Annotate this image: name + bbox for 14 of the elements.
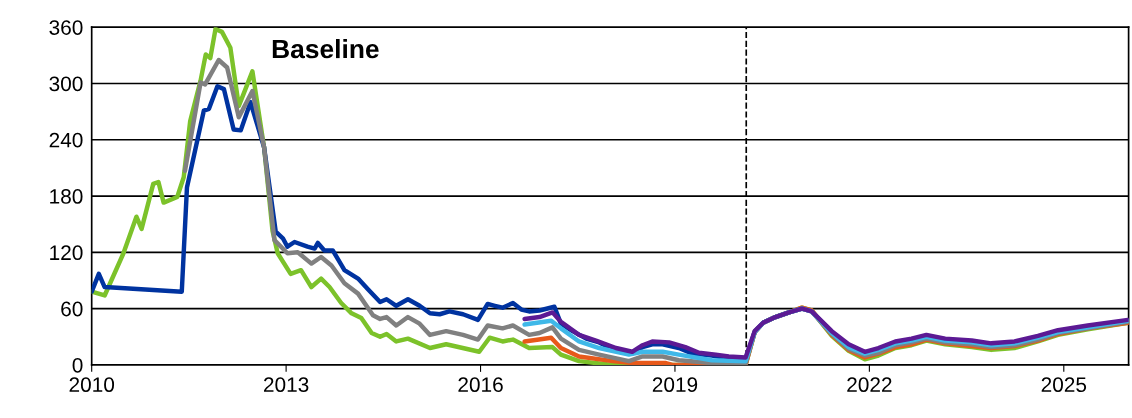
y-tick-label: 180 bbox=[50, 189, 83, 204]
y-tick-label: 240 bbox=[49, 132, 83, 148]
y-tick-label: 300 bbox=[49, 76, 83, 92]
y-tick-label: 120 bbox=[50, 245, 83, 261]
y-tick-label: 360 bbox=[49, 20, 83, 35]
x-tick-label: 2019 bbox=[652, 377, 698, 393]
chart-title: Baseline bbox=[272, 38, 379, 59]
x-tick-label: 2022 bbox=[847, 377, 892, 393]
x-tick-label: 2016 bbox=[458, 377, 503, 393]
x-tick-label: 2025 bbox=[1041, 377, 1087, 393]
x-tick-label: 2010 bbox=[69, 377, 115, 393]
x-tick-label: 2013 bbox=[263, 377, 309, 393]
y-tick-label: 60 bbox=[61, 301, 83, 317]
y-tick-label: 0 bbox=[72, 357, 83, 373]
